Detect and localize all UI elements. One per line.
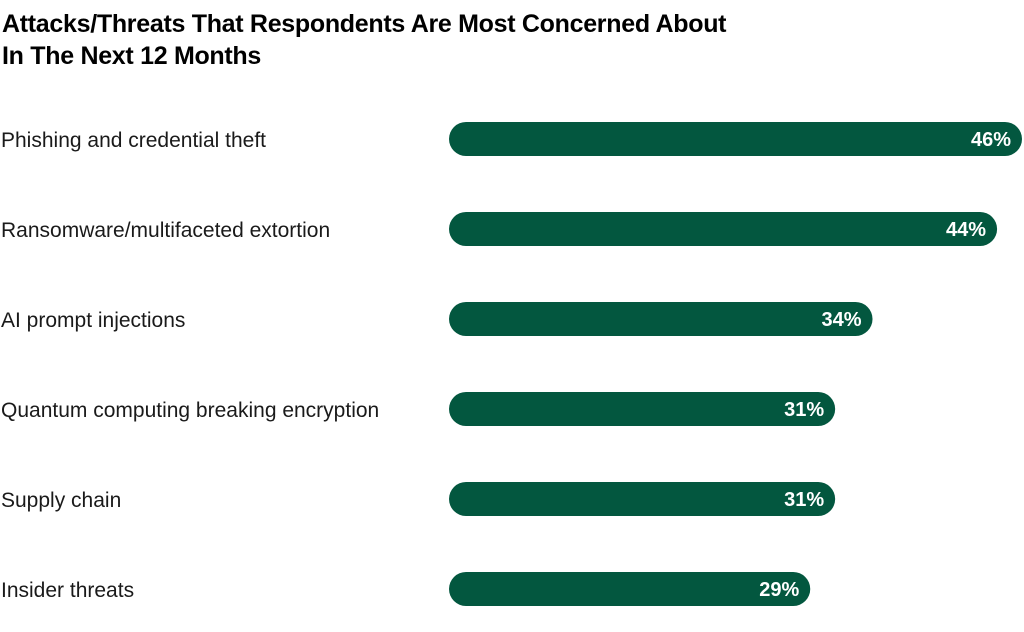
category-label: AI prompt injections (1, 309, 185, 332)
bar (449, 392, 836, 426)
value-label: 44% (946, 219, 986, 241)
bar-row: Quantum computing breaking encryption 31% (1, 392, 836, 426)
bar-row: Phishing and credential theft 46% (1, 122, 1022, 156)
value-label: 29% (759, 579, 799, 601)
bar-row: Supply chain 31% (1, 482, 836, 516)
bar (449, 122, 1022, 156)
bar-row: AI prompt injections 34% (1, 302, 873, 336)
chart-title: Attacks/Threats That Respondents Are Mos… (2, 8, 727, 72)
bar-row: Insider threats 29% (1, 572, 811, 606)
value-label: 34% (821, 309, 861, 331)
category-label: Ransomware/multifaceted extortion (1, 219, 330, 242)
bar (449, 572, 811, 606)
value-label: 31% (784, 399, 824, 421)
value-label: 31% (784, 489, 824, 511)
category-label: Insider threats (1, 579, 134, 602)
category-label: Phishing and credential theft (1, 129, 266, 152)
category-label: Quantum computing breaking encryption (1, 399, 379, 422)
chart-title-line-1: Attacks/Threats That Respondents Are Mos… (2, 10, 727, 38)
bar (449, 302, 873, 336)
bar (449, 212, 998, 246)
value-label: 46% (971, 129, 1011, 151)
category-label: Supply chain (1, 489, 121, 512)
bar (449, 482, 836, 516)
chart-title-line-2: In The Next 12 Months (2, 42, 262, 70)
bar-row: Ransomware/multifaceted extortion 44% (1, 212, 998, 246)
